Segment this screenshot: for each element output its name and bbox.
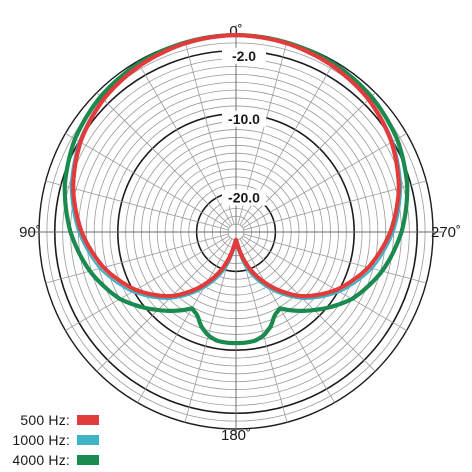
grid-spoke: [242, 133, 407, 229]
ring-label: -20.0: [228, 190, 260, 206]
legend-swatch-1000hz: [77, 435, 99, 445]
angle-label: 180˚: [221, 427, 251, 444]
legend-label-1000hz: 1000 Hz:: [12, 432, 70, 448]
grid-spoke: [65, 133, 230, 229]
series-line-4000hz: [62, 32, 410, 346]
ring-label-bg: [222, 47, 266, 64]
legend-label-500hz: 500 Hz:: [20, 412, 70, 428]
legend-item-500hz: 500 Hz:: [4, 410, 99, 430]
ring-label-bg: [222, 110, 266, 127]
grid-spoke: [243, 233, 427, 284]
legend: 500 Hz: 1000 Hz: 4000 Hz:: [4, 410, 99, 470]
legend-swatch-500hz: [77, 415, 99, 425]
legend-item-4000hz: 4000 Hz:: [4, 450, 99, 470]
angle-label: 0˚: [229, 23, 242, 40]
ring-label: -2.0: [232, 48, 256, 64]
grid-spoke: [242, 235, 407, 331]
ring-label: -10.0: [228, 111, 260, 127]
grid-spoke: [96, 92, 231, 227]
grid-spoke: [239, 238, 335, 403]
series-line-500hz: [71, 32, 401, 299]
legend-swatch-4000hz: [77, 455, 99, 465]
grid-spoke: [65, 235, 230, 331]
grid-spoke: [243, 180, 427, 231]
grid-spoke: [237, 239, 288, 423]
grid-spoke: [137, 238, 233, 403]
legend-item-1000hz: 1000 Hz:: [4, 430, 99, 450]
legend-label-4000hz: 4000 Hz:: [12, 452, 70, 468]
angle-label: 270˚: [431, 224, 461, 241]
grid-spoke: [137, 61, 233, 226]
grid-spoke: [45, 233, 229, 284]
grid-spoke: [184, 239, 235, 423]
angle-label: 90˚: [19, 224, 41, 241]
grid-spoke: [45, 180, 229, 231]
grid-spoke: [96, 237, 231, 372]
ring-label-bg: [222, 189, 266, 206]
grid-spoke: [241, 237, 376, 372]
